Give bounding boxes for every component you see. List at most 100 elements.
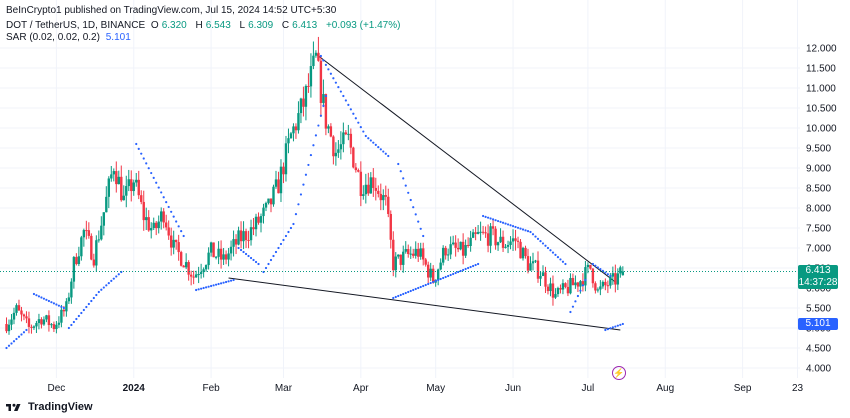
candle-body — [120, 176, 123, 201]
candle-body — [476, 232, 480, 234]
candle-body — [112, 171, 115, 175]
candle-body — [347, 133, 350, 135]
candle-body — [606, 285, 610, 287]
candle-body — [115, 171, 118, 185]
candle-body — [187, 262, 190, 275]
sar-dot — [536, 237, 540, 240]
candle-body — [289, 133, 293, 139]
sar-dot — [529, 230, 532, 234]
candle-body — [312, 55, 315, 67]
candle-body — [224, 254, 228, 260]
candle-body — [145, 217, 148, 221]
price-axis[interactable]: 12.000 11.500 11.000 10.500 10.000 9.500 9.000… — [806, 44, 837, 375]
sar-dot — [37, 295, 41, 298]
symbol-name[interactable]: DOT / TetherUS, 1D, BINANCE — [6, 20, 146, 31]
sar-dot — [606, 328, 609, 331]
candle-body — [194, 274, 198, 278]
sar-dot — [244, 252, 248, 256]
sar-dot — [195, 288, 198, 292]
sar-dot — [20, 333, 23, 336]
sar-dot — [449, 273, 452, 277]
candle-body — [287, 138, 290, 144]
x-tick-label: Sep — [734, 383, 752, 394]
time-axis[interactable]: Dec 2024 Feb Mar Apr May Jun Jul Aug Sep 23 — [48, 383, 804, 394]
sar-dot — [412, 206, 415, 209]
sar-dot — [541, 242, 545, 245]
candle-body — [30, 326, 33, 328]
sar-dot — [67, 326, 70, 330]
sar-dot — [457, 270, 460, 274]
candle-body — [182, 265, 185, 268]
candle-body — [441, 247, 445, 263]
sar-dot — [117, 273, 120, 276]
sar-dot — [289, 226, 293, 230]
sar-dot — [467, 266, 470, 270]
sar-dot — [319, 54, 323, 58]
sar-dot — [239, 248, 243, 252]
sar-dot — [472, 264, 475, 268]
y-tick-label: 12.000 — [806, 44, 837, 55]
sar-dot — [477, 262, 480, 266]
sar-dot — [324, 63, 327, 66]
sar-dot — [105, 284, 108, 287]
candle-body — [431, 268, 435, 283]
sar-dot — [549, 249, 552, 252]
sar-dot — [474, 263, 477, 267]
sar-dot — [135, 142, 138, 146]
candle-body — [237, 230, 240, 245]
candle-body — [506, 245, 510, 247]
candle-body — [546, 286, 550, 292]
sar-legend[interactable]: SAR (0.02, 0.02, 0.2) 5.101 — [6, 32, 134, 43]
sar-dot — [227, 280, 230, 283]
candle-body — [97, 239, 101, 241]
candle-body — [209, 242, 213, 253]
candle-body — [454, 242, 457, 248]
candle-body — [516, 240, 520, 242]
candle-body — [95, 240, 98, 266]
sar-dot — [619, 323, 622, 326]
sar-dot — [464, 267, 467, 271]
sar-dot — [404, 184, 407, 187]
sar-dot — [274, 250, 278, 254]
sar-dot — [165, 201, 168, 204]
sar-dot — [47, 299, 51, 303]
sar-dot — [45, 298, 48, 301]
event-marker-icon[interactable]: ⚡ — [612, 366, 626, 380]
sar-dot — [459, 269, 462, 273]
sar-dot — [362, 130, 365, 133]
sar-dot — [232, 278, 235, 282]
candle-body — [466, 244, 470, 246]
candle-body — [576, 282, 580, 287]
candle-body — [127, 179, 130, 187]
candle-body — [82, 230, 86, 238]
candle-body — [222, 254, 225, 260]
sar-dot — [142, 157, 145, 160]
sar-dot — [594, 264, 597, 267]
sar-dot — [596, 266, 599, 269]
sar-dot — [237, 246, 240, 250]
candlesticks — [5, 36, 625, 335]
candle-body — [412, 253, 415, 256]
candle-body — [214, 256, 218, 258]
candle-body — [464, 244, 467, 256]
sar-dot — [429, 281, 432, 285]
candle-body — [122, 195, 125, 201]
candle-body — [491, 226, 495, 229]
sar-dot — [197, 288, 200, 291]
open-value: 6.320 — [161, 20, 187, 31]
candle-body — [92, 259, 96, 266]
current-price-tag: 6.413 14:37:28 — [798, 265, 838, 290]
sar-dot — [339, 90, 342, 93]
sar-dot — [352, 112, 355, 115]
tradingview-brand[interactable]: TradingView — [6, 401, 93, 413]
candle-body — [389, 213, 392, 240]
candle-body — [42, 319, 46, 325]
candle-body — [12, 312, 16, 320]
candle-body — [594, 283, 597, 291]
trendlines — [228, 53, 621, 331]
sar-dot — [337, 86, 340, 89]
sar-dot — [172, 215, 175, 218]
candle-body — [564, 283, 567, 287]
sar-dot — [229, 279, 233, 282]
